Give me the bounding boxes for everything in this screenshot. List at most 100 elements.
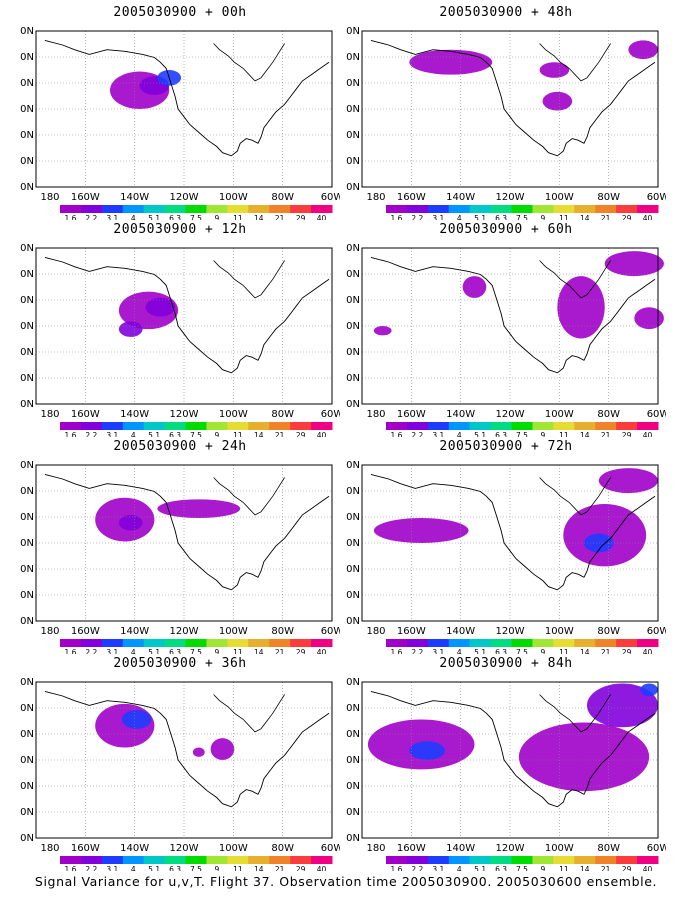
lat-tick-label: 70N: [20, 460, 34, 471]
map-60h: 70N 60N 50N 40N 30N 20N 10N 180 160W 140W 120W 100W…: [346, 243, 666, 437]
colorbar-label: 11: [233, 648, 243, 654]
lat-tick-label: 20N: [20, 807, 34, 818]
lat-tick-label: 50N: [20, 78, 34, 89]
lat-tick-label: 50N: [20, 295, 34, 306]
colorbar-swatch: [595, 856, 617, 864]
coastline: [213, 43, 285, 82]
lat-tick-label: 30N: [20, 781, 34, 792]
lat-tick-label: 50N: [346, 78, 360, 89]
colorbar-swatch: [616, 639, 638, 647]
lon-tick-label: 160W: [397, 843, 426, 854]
coastline: [213, 477, 285, 516]
lon-tick-label: 60W: [321, 626, 340, 637]
coastline: [44, 39, 330, 157]
lat-tick-label: 10N: [346, 616, 360, 627]
lat-tick-label: 70N: [346, 677, 360, 688]
colorbar-swatch: [101, 422, 124, 430]
colorbar-label: 1.6: [390, 431, 402, 437]
coastline: [370, 473, 656, 591]
lat-tick-label: 30N: [346, 347, 360, 358]
lat-tick-label: 40N: [346, 755, 360, 766]
colorbar-swatch: [511, 639, 533, 647]
lat-tick-label: 60N: [20, 703, 34, 714]
colorbar-swatch: [60, 205, 82, 213]
map-84h: 70N 60N 50N 40N 30N 20N 10N 180 160W 140W 120W 100W…: [346, 677, 666, 871]
lat-tick-label: 10N: [346, 833, 360, 844]
colorbar-swatch: [101, 856, 124, 864]
lat-tick-label: 40N: [20, 755, 34, 766]
colorbar-swatch: [206, 639, 228, 647]
coastline: [213, 694, 285, 733]
map-12h: 70N 60N 50N 40N 30N 20N 10N 180 160W 140W 120W 100W…: [20, 243, 340, 437]
colorbar-label: 29: [622, 214, 632, 220]
lon-tick-label: 60W: [321, 409, 340, 420]
lat-tick-label: 70N: [20, 243, 34, 254]
lon-tick-label: 160W: [71, 626, 100, 637]
variance-shading: [192, 747, 205, 757]
variance-shading: [118, 321, 143, 337]
colorbar-label: 3.1: [432, 214, 444, 220]
colorbar-label: 2.2: [85, 214, 97, 220]
variance-shading: [586, 683, 658, 728]
colorbar-label: 6.3: [169, 648, 181, 654]
variance-shading: [557, 276, 605, 339]
colorbar-label: 6.3: [495, 431, 507, 437]
variance-shading: [598, 468, 658, 494]
lon-tick-label: 140W: [446, 409, 475, 420]
lat-tick-label: 50N: [346, 512, 360, 523]
lon-tick-label: 100W: [545, 843, 574, 854]
lon-tick-label: 160W: [397, 626, 426, 637]
colorbar-swatch: [427, 639, 450, 647]
map-24h: 70N 60N 50N 40N 30N 20N 10N 180 160W 140W 120W 100W…: [20, 460, 340, 654]
lat-tick-label: 60N: [20, 486, 34, 497]
variance-shading: [539, 62, 570, 78]
colorbar-swatch: [616, 205, 638, 213]
colorbar-label: 29: [296, 648, 306, 654]
coastline: [539, 260, 611, 299]
colorbar-label: 9: [541, 865, 546, 871]
colorbar-swatch: [60, 856, 82, 864]
lat-tick-label: 40N: [20, 538, 34, 549]
colorbar-label: 4: [457, 431, 462, 437]
lon-tick-label: 180: [366, 626, 385, 637]
colorbar-label: 1.6: [64, 431, 76, 437]
variance-shading: [373, 518, 469, 543]
colorbar-label: 2.2: [411, 214, 423, 220]
panel-title: 2005030900 + 48h: [439, 5, 573, 20]
variance-shading: [518, 722, 650, 792]
colorbar-swatch: [185, 422, 207, 430]
colorbar-swatch: [248, 856, 270, 864]
lon-tick-label: 100W: [219, 626, 248, 637]
lon-tick-label: 160W: [71, 192, 100, 203]
lon-tick-label: 160W: [71, 409, 100, 420]
lon-tick-label: 180: [40, 843, 59, 854]
variance-shading: [604, 251, 664, 277]
colorbar-swatch: [290, 639, 312, 647]
lon-tick-label: 180: [366, 192, 385, 203]
colorbar-label: 1.6: [64, 865, 76, 871]
colorbar-label: 2.2: [411, 865, 423, 871]
lat-tick-label: 70N: [346, 460, 360, 471]
colorbar-label: 6.3: [169, 865, 181, 871]
colorbar-label: 2.2: [411, 648, 423, 654]
colorbar-swatch: [122, 639, 145, 647]
colorbar-swatch: [386, 856, 408, 864]
colorbar-swatch: [637, 856, 659, 864]
lat-tick-label: 40N: [20, 321, 34, 332]
colorbar-label: 4: [131, 214, 136, 220]
colorbar-label: 1.6: [64, 648, 76, 654]
colorbar-label: 11: [559, 431, 569, 437]
lon-tick-label: 140W: [120, 409, 149, 420]
lon-tick-label: 180: [366, 843, 385, 854]
lon-tick-label: 60W: [647, 192, 666, 203]
colorbar-label: 14: [254, 648, 264, 654]
map-panel-24h: 2005030900 + 24h 70N 60N 50N 40N 30N 20N 10N 18…: [20, 439, 340, 654]
lat-tick-label: 40N: [20, 104, 34, 115]
lon-tick-label: 60W: [321, 192, 340, 203]
lon-tick-label: 120W: [170, 626, 199, 637]
colorbar-label: 21: [601, 431, 611, 437]
colorbar-label: 4: [131, 865, 136, 871]
lat-tick-label: 60N: [346, 703, 360, 714]
colorbar-label: 5.1: [148, 648, 160, 654]
lat-tick-label: 30N: [346, 564, 360, 575]
